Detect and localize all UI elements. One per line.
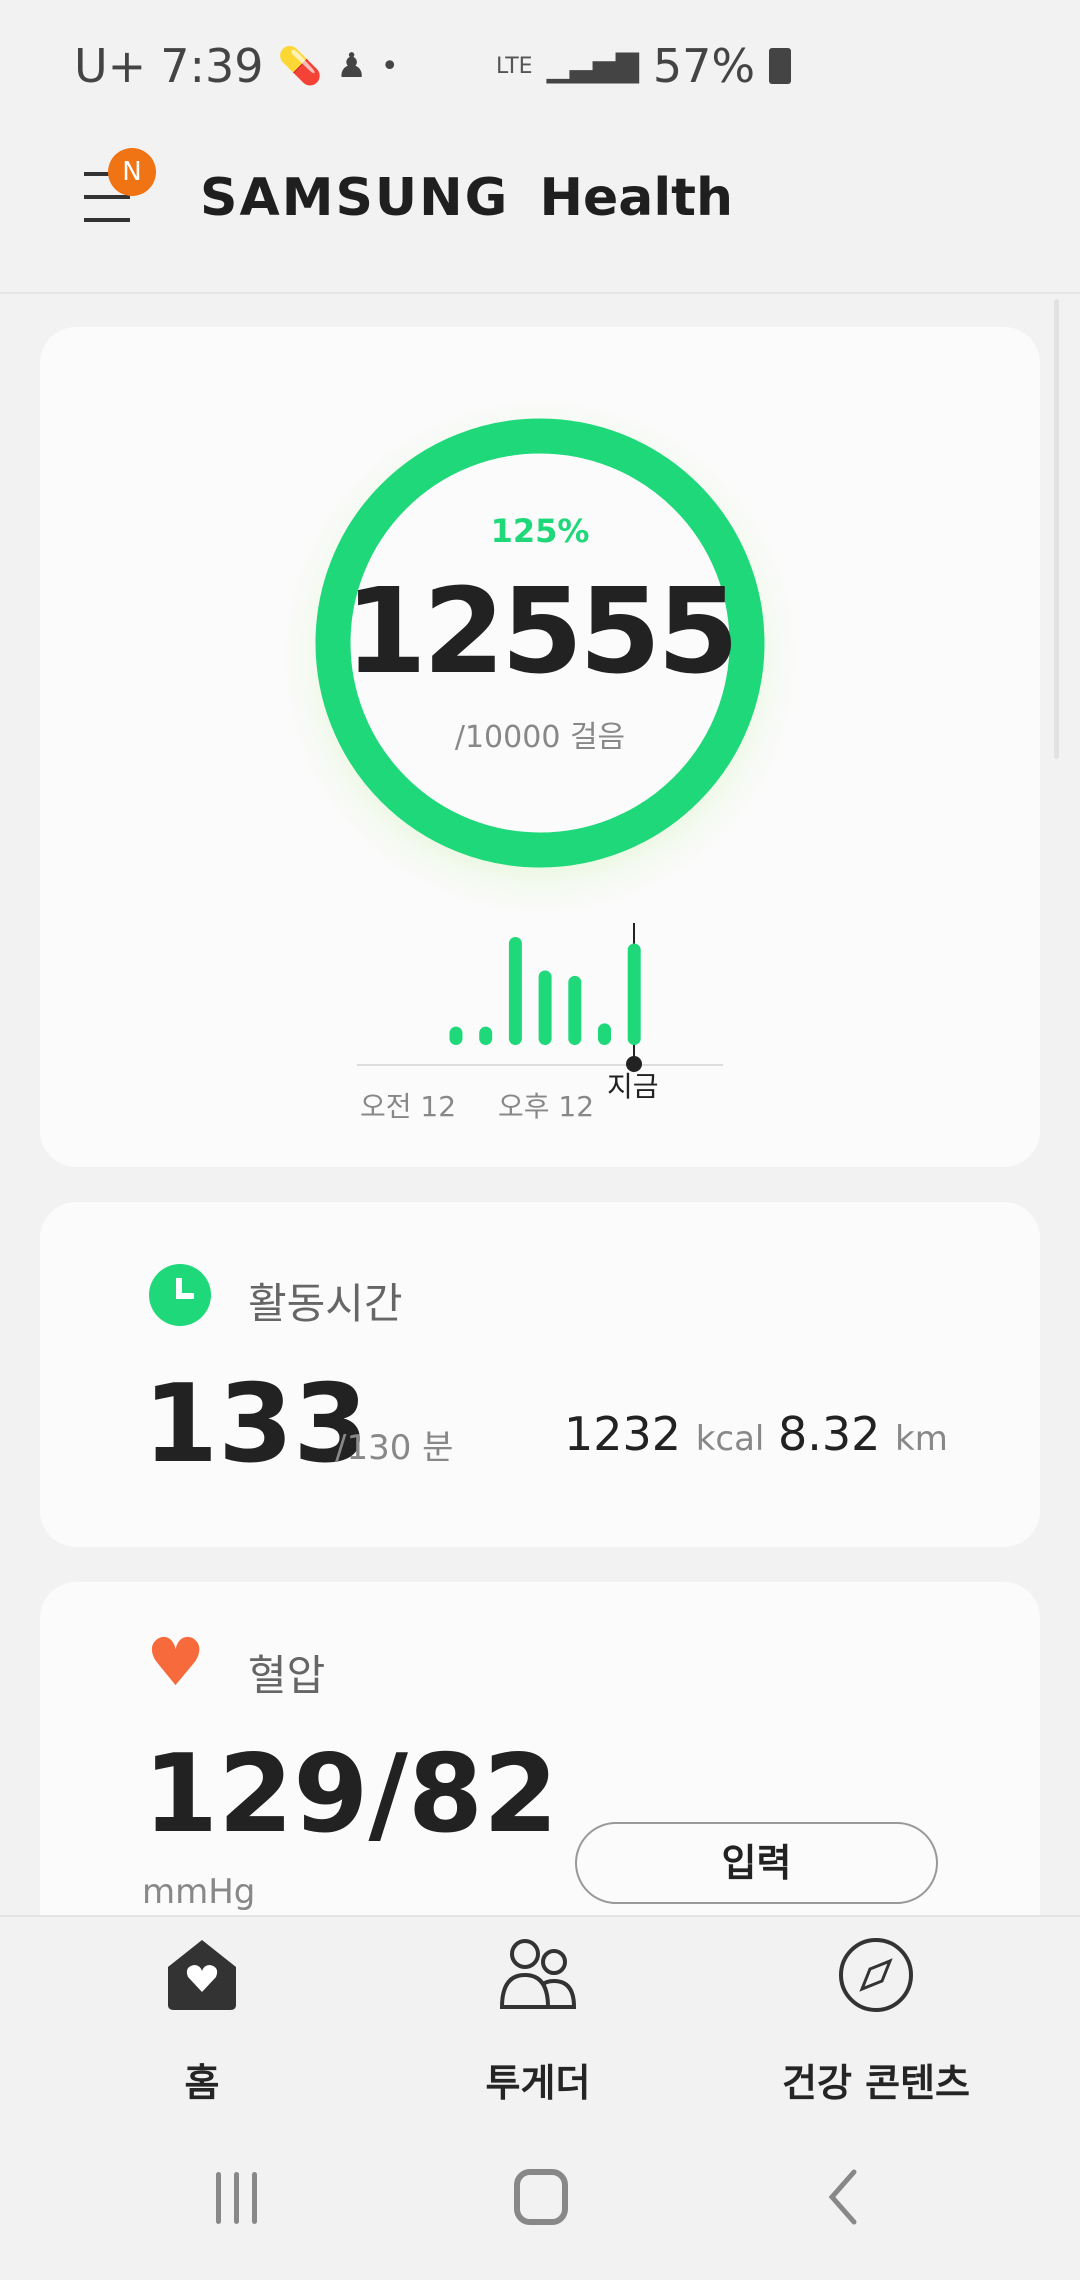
calories-value: 1232 <box>564 1407 682 1461</box>
nav-home-label: 홈 <box>184 2061 220 2105</box>
step-bar-4 <box>568 975 582 1045</box>
clock-icon <box>149 1264 211 1326</box>
brand-logo: SAMSUNG <box>200 168 510 228</box>
nav-together[interactable]: 투게더 <box>438 1937 638 2107</box>
steps-count: 12555 <box>344 562 740 700</box>
steps-goal: /10000 걸음 <box>454 720 626 755</box>
app-title: SAMSUNG Health <box>200 168 733 228</box>
dot-icon: • <box>380 48 399 84</box>
menu-button[interactable]: N <box>82 148 156 224</box>
back-button[interactable] <box>826 2169 860 2225</box>
compass-icon <box>839 1938 913 2012</box>
step-bar-3 <box>538 970 552 1045</box>
calories-unit: kcal <box>695 1419 765 1459</box>
recent-apps-button[interactable] <box>212 2172 262 2226</box>
clock: 7:39 <box>160 39 264 93</box>
people-icon <box>499 1939 577 2009</box>
distance: 8.32 km <box>778 1407 948 1461</box>
now-marker-dot <box>626 1056 642 1072</box>
pill-icon: 💊 <box>277 46 323 87</box>
step-bar-1 <box>479 1026 493 1045</box>
home-scroll-area[interactable]: 125% 12555 /10000 걸음 오전 12 오후 12 지금 활동시간… <box>0 292 1080 1915</box>
activity-title: 활동시간 <box>248 1279 403 1328</box>
nav-together-label: 투게더 <box>485 2061 591 2105</box>
blood-pressure-title: 혈압 <box>248 1651 326 1700</box>
status-left: U+ 7:39 💊 ♟ • <box>74 38 399 94</box>
x-label-pm: 오후 12 <box>498 1090 595 1123</box>
activity-goal: /130 분 <box>335 1428 454 1468</box>
bottom-nav: 홈 투게더 건강 콘텐츠 <box>0 1915 1080 2280</box>
distance-unit: km <box>895 1419 948 1459</box>
blood-pressure-value: 129/82 <box>143 1732 559 1857</box>
activity-card[interactable]: 활동시간 133 /130 분 1232 kcal 8.32 km <box>40 1202 1040 1547</box>
step-bar-5 <box>598 1023 611 1045</box>
carrier: U+ <box>74 39 147 93</box>
step-bar-0 <box>449 1026 463 1045</box>
step-bar-2 <box>508 937 522 1045</box>
steps-percent: 125% <box>490 512 590 550</box>
signal-icon: ▁▃▅▇ <box>546 48 639 84</box>
steps-card[interactable]: 125% 12555 /10000 걸음 오전 12 오후 12 지금 <box>40 327 1040 1167</box>
distance-value: 8.32 <box>778 1407 881 1461</box>
battery-level: 57% <box>652 39 756 93</box>
scrollbar[interactable] <box>1054 299 1059 759</box>
nav-home[interactable]: 홈 <box>102 1937 302 2107</box>
battery-charging-icon <box>769 48 792 84</box>
network-type: LTE <box>496 53 533 79</box>
heart-icon: ♥ <box>146 1624 206 1701</box>
step-bar-6 <box>627 943 641 1045</box>
activity-notification-icon: ♟ <box>336 46 367 86</box>
app-name: Health <box>539 168 734 228</box>
nav-health-content[interactable]: 건강 콘텐츠 <box>776 1937 976 2107</box>
notification-badge: N <box>108 148 156 196</box>
x-label-am: 오전 12 <box>360 1090 457 1123</box>
blood-pressure-unit: mmHg <box>142 1872 256 1912</box>
blood-pressure-card[interactable]: ♥ 혈압 129/82 mmHg 입력 <box>40 1582 1040 1915</box>
home-button[interactable] <box>514 2169 568 2225</box>
nav-health-content-label: 건강 콘텐츠 <box>781 2061 971 2105</box>
now-label: 지금 <box>607 1070 659 1103</box>
steps-ring <box>315 418 765 868</box>
status-right: LTE ▁▃▅▇ 57% <box>496 38 792 94</box>
calories: 1232 kcal <box>564 1407 764 1461</box>
activity-value: 133 <box>143 1362 369 1487</box>
input-button[interactable]: 입력 <box>575 1822 938 1904</box>
home-heart-icon <box>168 1940 236 2010</box>
